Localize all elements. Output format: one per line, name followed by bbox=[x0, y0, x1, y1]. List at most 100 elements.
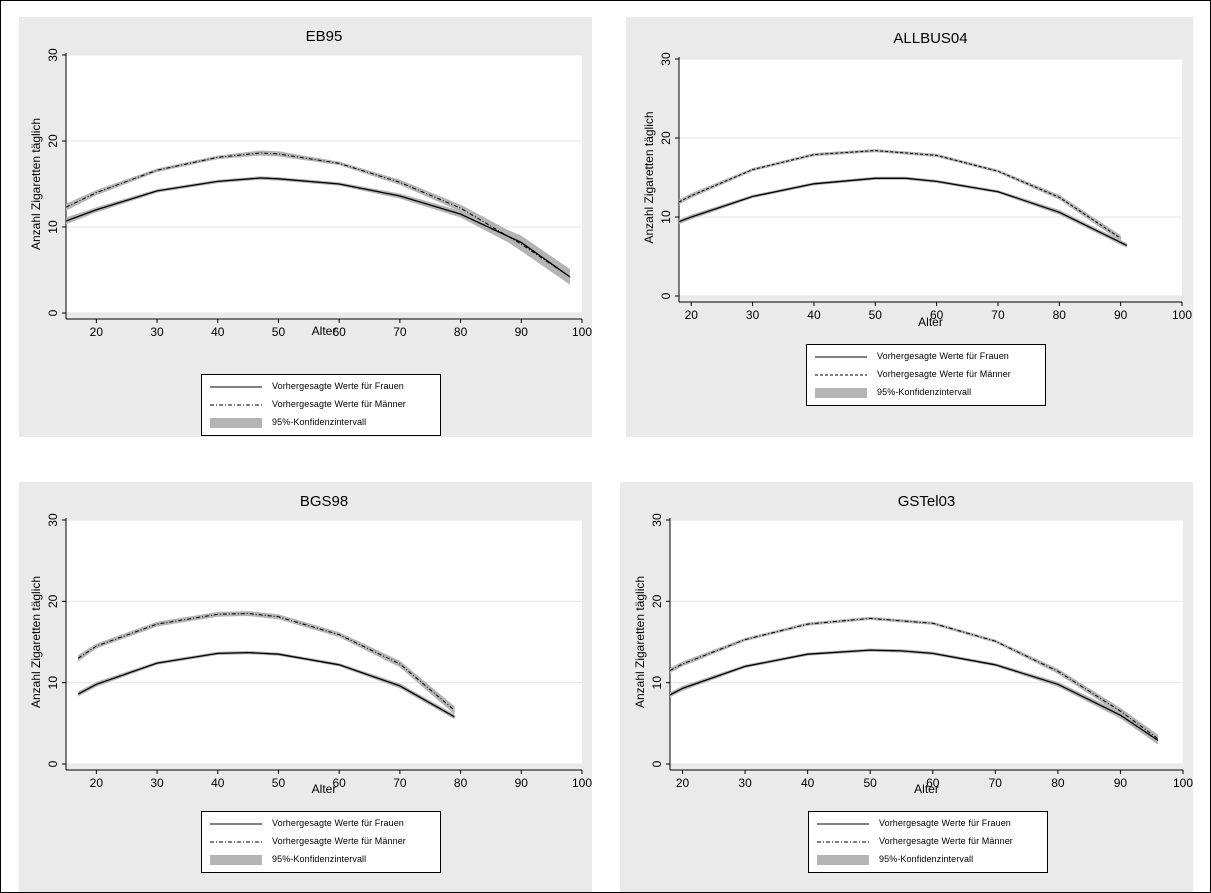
y-tick-label: 10 bbox=[46, 676, 60, 690]
legend-item-ci: 95%-Konfidenzintervall bbox=[202, 415, 440, 431]
legend-label-men: Vorhergesagte Werte für Männer bbox=[272, 836, 406, 846]
chart-title: BGS98 bbox=[300, 493, 348, 510]
legend-item-men: Vorhergesagte Werte für Männer bbox=[202, 834, 440, 850]
series-line-men bbox=[65, 152, 571, 278]
x-tick-label: 50 bbox=[864, 776, 878, 790]
x-tick-label: 80 bbox=[1053, 308, 1067, 322]
x-tick-label: 100 bbox=[1173, 776, 1193, 790]
y-tick-label: 0 bbox=[46, 309, 60, 316]
legend-label-men: Vorhergesagte Werte für Männer bbox=[879, 836, 1013, 846]
x-tick-label: 30 bbox=[150, 776, 164, 790]
y-tick-label: 30 bbox=[650, 513, 664, 527]
y-tick-label: 30 bbox=[46, 513, 60, 527]
series-line-women bbox=[669, 649, 1159, 741]
solid-line-key-icon bbox=[815, 356, 867, 358]
dashed-line-key-icon bbox=[815, 374, 867, 376]
legend-allbus04: Vorhergesagte Werte für Frauen Vorherges… bbox=[806, 344, 1046, 406]
x-tick-label: 70 bbox=[393, 325, 407, 339]
y-axis-label: Anzahl Zigaretten täglich bbox=[642, 111, 656, 243]
y-tick-label: 20 bbox=[650, 594, 664, 608]
legend-bgs98: Vorhergesagte Werte für Frauen Vorherges… bbox=[201, 811, 441, 873]
y-tick-label: 10 bbox=[650, 676, 664, 690]
x-tick-label: 30 bbox=[150, 325, 164, 339]
plot-area bbox=[679, 59, 1182, 296]
x-tick-label: 80 bbox=[1051, 776, 1065, 790]
chart-panel-eb95: 0 10 20 30 20 30 40 50 60 70 80 90 100 EB95 Alter Anzah… bbox=[19, 17, 592, 437]
chart-title: GSTel03 bbox=[898, 493, 956, 510]
x-tick-label: 70 bbox=[989, 776, 1003, 790]
x-tick-label: 60 bbox=[332, 325, 346, 339]
legend-item-women: Vorhergesagte Werte für Frauen bbox=[807, 349, 1045, 365]
ci-band-key-icon bbox=[817, 855, 869, 865]
legend-item-ci: 95%-Konfidenzintervall bbox=[807, 385, 1045, 401]
y-axis-label: Anzahl Zigaretten täglich bbox=[29, 118, 43, 250]
legend-label-women: Vorhergesagte Werte für Frauen bbox=[877, 351, 1009, 361]
x-tick-label: 40 bbox=[801, 776, 815, 790]
chart-eb95: 0 10 20 30 20 30 40 50 60 70 80 90 100 EB95 Alter Anzah… bbox=[29, 28, 592, 339]
x-axis-label: Alter bbox=[312, 324, 337, 338]
legend-item-women: Vorhergesagte Werte für Frauen bbox=[202, 816, 440, 832]
ci-band-key-icon bbox=[815, 388, 867, 398]
solid-line-key-icon bbox=[210, 386, 262, 388]
chart-panel-allbus04: 0 10 20 30 20 30 40 50 60 70 80 90 100 ALLBUS04 Alter A… bbox=[626, 17, 1193, 437]
plot-area bbox=[66, 520, 582, 764]
x-tick-label: 100 bbox=[572, 776, 592, 790]
y-tick-label: 20 bbox=[659, 131, 673, 145]
series-line-women bbox=[678, 177, 1128, 246]
x-tick-label: 80 bbox=[454, 325, 468, 339]
legend-label-ci: 95%-Konfidenzintervall bbox=[879, 854, 974, 864]
x-axis-label: Alter bbox=[914, 782, 939, 796]
legend-item-men: Vorhergesagte Werte für Männer bbox=[809, 834, 1047, 850]
dashdot-line-key-icon bbox=[817, 841, 869, 843]
ci-band-key-icon bbox=[210, 855, 262, 865]
y-axis-label: Anzahl Zigaretten täglich bbox=[29, 576, 43, 708]
chart-panel-bgs98: 0 10 20 30 20 30 40 50 60 70 80 90 100 BGS98 Alter Anza… bbox=[19, 482, 592, 892]
x-axis-label: Alter bbox=[918, 315, 943, 329]
legend-label-women: Vorhergesagte Werte für Frauen bbox=[272, 818, 404, 828]
y-tick-label: 10 bbox=[659, 210, 673, 224]
chart-bgs98: 0 10 20 30 20 30 40 50 60 70 80 90 100 BGS98 Alter Anza… bbox=[29, 493, 592, 796]
y-tick-label: 0 bbox=[46, 760, 60, 767]
y-tick-label: 0 bbox=[650, 760, 664, 767]
series-line-men bbox=[77, 612, 455, 711]
y-axis-label: Anzahl Zigaretten täglich bbox=[633, 576, 647, 708]
legend-label-ci: 95%-Konfidenzintervall bbox=[877, 387, 972, 397]
x-tick-label: 20 bbox=[90, 776, 104, 790]
chart-panel-gstel03: 0 10 20 30 20 30 40 50 60 70 80 90 100 GSTel03 Alter An… bbox=[620, 482, 1193, 892]
dashdot-line-key-icon bbox=[210, 404, 262, 406]
solid-line-key-icon bbox=[210, 823, 262, 825]
x-tick-label: 90 bbox=[1114, 776, 1128, 790]
legend-label-men: Vorhergesagte Werte für Männer bbox=[272, 399, 406, 409]
x-tick-label: 90 bbox=[515, 776, 529, 790]
plot-area bbox=[670, 520, 1183, 764]
legend-item-women: Vorhergesagte Werte für Frauen bbox=[202, 379, 440, 395]
legend-label-women: Vorhergesagte Werte für Frauen bbox=[272, 381, 404, 391]
series-line-men bbox=[678, 150, 1121, 239]
x-tick-label: 40 bbox=[211, 325, 225, 339]
y-tick-label: 30 bbox=[659, 52, 673, 66]
y-tick-label: 30 bbox=[46, 48, 60, 62]
legend-label-men: Vorhergesagte Werte für Männer bbox=[877, 369, 1011, 379]
chart-gstel03: 0 10 20 30 20 30 40 50 60 70 80 90 100 GSTel03 Alter An… bbox=[633, 493, 1193, 796]
x-axis-label: Alter bbox=[312, 782, 337, 796]
x-tick-label: 20 bbox=[90, 325, 104, 339]
x-tick-label: 90 bbox=[1114, 308, 1128, 322]
x-tick-label: 70 bbox=[991, 308, 1005, 322]
x-tick-label: 50 bbox=[869, 308, 883, 322]
legend-gstel03: Vorhergesagte Werte für Frauen Vorherges… bbox=[808, 811, 1048, 873]
x-tick-label: 100 bbox=[572, 325, 592, 339]
dashdot-line-key-icon bbox=[210, 841, 262, 843]
solid-line-key-icon bbox=[817, 823, 869, 825]
series-line-women bbox=[65, 177, 571, 278]
legend-item-men: Vorhergesagte Werte für Männer bbox=[202, 397, 440, 413]
legend-item-men: Vorhergesagte Werte für Männer bbox=[807, 367, 1045, 383]
legend-label-women: Vorhergesagte Werte für Frauen bbox=[879, 818, 1011, 828]
x-tick-label: 40 bbox=[807, 308, 821, 322]
legend-label-ci: 95%-Konfidenzintervall bbox=[272, 417, 367, 427]
y-tick-label: 10 bbox=[46, 220, 60, 234]
x-tick-label: 30 bbox=[746, 308, 760, 322]
chart-allbus04: 0 10 20 30 20 30 40 50 60 70 80 90 100 ALLBUS04 Alter A… bbox=[642, 30, 1192, 329]
series-line-women bbox=[77, 651, 455, 718]
y-tick-label: 0 bbox=[659, 292, 673, 299]
